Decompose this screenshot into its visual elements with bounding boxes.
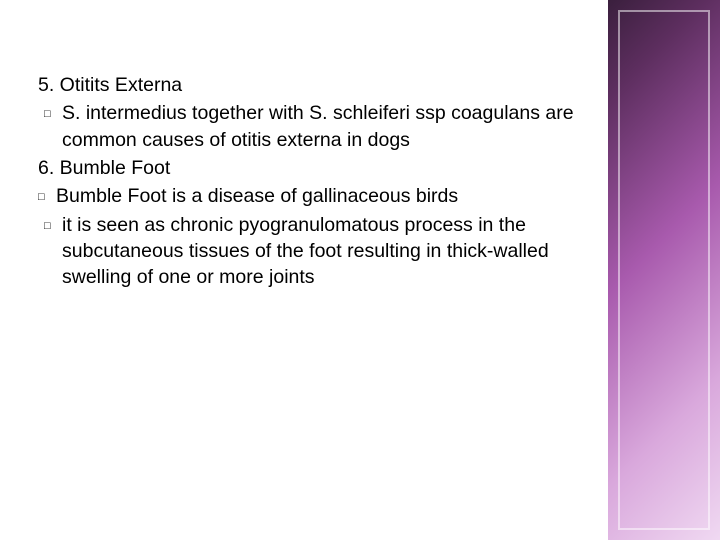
heading-5: 5. Otitits Externa — [38, 72, 593, 98]
decorative-sidebar — [608, 0, 720, 540]
bullet-text: S. intermedius together with S. schleife… — [62, 102, 574, 150]
slide-content: 5. Otitits Externa □S. intermedius toget… — [38, 72, 593, 293]
heading-6: 6. Bumble Foot — [38, 155, 593, 181]
bullet-square-icon: □ — [44, 107, 62, 122]
bullet-text: Bumble Foot is a disease of gallinaceous… — [56, 185, 458, 207]
bullet-item-3: □it is seen as chronic pyogranulomatous … — [38, 212, 593, 291]
bullet-item-2: □Bumble Foot is a disease of gallinaceou… — [38, 183, 593, 209]
bullet-item-1: □S. intermedius together with S. schleif… — [38, 100, 593, 153]
bullet-square-icon: □ — [44, 219, 62, 234]
bullet-square-icon: □ — [38, 190, 56, 205]
sidebar-inner-border — [618, 10, 710, 530]
bullet-text: it is seen as chronic pyogranulomatous p… — [62, 214, 549, 289]
